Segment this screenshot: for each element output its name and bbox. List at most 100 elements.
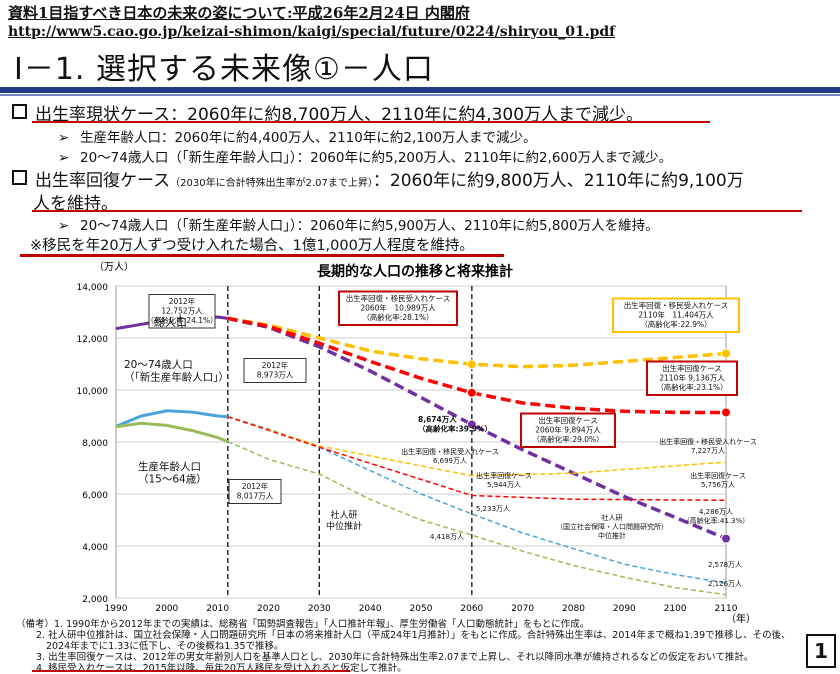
annotation-8674: （高齢化率:39.9%） <box>418 424 492 434</box>
bullet-current-case: 出生率現状ケース：2060年に約8,700万人、2110年に約4,300万人まで… <box>12 100 643 125</box>
source-url[interactable]: http://www5.cao.go.jp/keizai-shimon/kaig… <box>8 24 616 40</box>
x-tick-label: 2020 <box>257 604 280 614</box>
checkbox-square-icon <box>12 170 27 185</box>
annotation-imin-2110: 2110年 11,404万人 <box>638 310 714 320</box>
series-line <box>227 316 727 541</box>
annotation-2012-total-box <box>148 294 216 329</box>
y-tick-label: 2,000 <box>82 595 108 605</box>
annotation-kaifuku-2060: 出生率回復ケース <box>538 415 598 425</box>
x-tick-label: 2080 <box>562 604 585 614</box>
annotation-kaifuku-2060: 2060年 9,894万人 <box>535 425 601 435</box>
annotation-imin-2060: （高齢化率:28.1%） <box>362 312 433 322</box>
annotation-kaifuku-2110: （高齢化率:23.1%） <box>656 382 727 392</box>
annotation-2012-8017: 2012年 <box>242 481 269 491</box>
label-shajin-1: 社人研 <box>330 509 357 521</box>
x-tick-label: 2000 <box>155 604 178 614</box>
label-5756: 出生率回復ケース <box>690 471 746 480</box>
x-tick-label: 2030 <box>308 604 331 614</box>
underline-red <box>32 210 802 212</box>
source-line: 資料1目指すべき日本の未来の姿について:平成26年2月24日 内閣府 <box>8 4 470 22</box>
y-axis-label: （万人） <box>94 261 134 273</box>
label-7227: 7,227万人 <box>691 447 725 455</box>
label-4418: 4,418万人 <box>430 533 464 541</box>
annotation-2012-total: （高齢化率:24.1%） <box>146 315 217 325</box>
checkbox-square-icon <box>12 104 27 119</box>
label-working-age: 生産年齢人口 <box>138 460 201 473</box>
label-new-working-age-box <box>119 355 221 386</box>
label-shajin-2: 社人研 <box>602 513 623 522</box>
data-point <box>466 387 477 398</box>
annotation-2012-8973-box <box>243 358 307 383</box>
series-line <box>115 421 229 443</box>
label-shajin-2: 中位推計 <box>598 531 626 540</box>
underline-red <box>32 670 350 672</box>
label-new-working-age: 20～74歳人口 <box>124 359 193 371</box>
title-rule-thin <box>0 94 840 96</box>
annotation-kaifuku-2060-box <box>520 412 616 448</box>
sub-bullet: ➢ 生産年齢人口：2060年に約4,400万人、2110年に約2,100万人まで減… <box>58 130 537 146</box>
annotation-2012-total: 2012年 <box>169 296 196 306</box>
title-rule <box>0 87 840 93</box>
x-tick-label: 2070 <box>511 604 534 614</box>
label-new-working-age: （「新生産年齢人口」） <box>124 371 229 384</box>
annotation-imin-2060: 出生率回復・移民受入れケース <box>346 293 451 303</box>
x-tick-label: 2060 <box>460 604 483 614</box>
y-tick-label: 4,000 <box>82 543 108 553</box>
label-shajin-1: 中位推計 <box>326 520 362 532</box>
page-number: 1 <box>806 634 836 668</box>
x-tick-label: 2110 <box>715 604 738 614</box>
x-tick-label: 2040 <box>359 604 382 614</box>
annotation-2012-8017-box <box>228 479 282 504</box>
series-line <box>227 415 727 477</box>
series-line <box>227 415 727 584</box>
chart-title: 長期的な人口の推移と将来推計 <box>317 263 513 280</box>
arrow-icon: ➢ <box>58 150 70 166</box>
label-4286: 4,286万人 <box>699 508 733 516</box>
underline-red <box>32 121 710 123</box>
y-tick-label: 14,000 <box>77 283 109 293</box>
label-total-population: 総人口 <box>154 315 187 329</box>
arrow-icon: ➢ <box>58 218 70 234</box>
y-tick-label: 10,000 <box>77 387 109 397</box>
immigration-note: ※移民を年20万人ずつ受け入れた場合、1億1,000万人程度を維持。 <box>30 238 474 254</box>
annotation-kaifuku-2110: 2110年 9,136万人 <box>659 373 725 383</box>
leader-line <box>179 314 183 329</box>
label-shajin-2: （国立社会保障・人口問題研究所） <box>556 522 668 531</box>
series-line <box>227 415 727 502</box>
label-2126: 2,126万人 <box>708 580 742 588</box>
page-title: Ⅰ－1. 選択する未来像①－人口 <box>14 52 434 87</box>
x-tick-label: 2010 <box>206 604 229 614</box>
label-4286: （高齢化率:41.3%） <box>683 516 750 525</box>
label-working-age: （15～64歳） <box>138 474 207 486</box>
underline-red <box>20 254 504 257</box>
arrow-icon: ➢ <box>58 130 70 146</box>
sub-bullet: ➢ 20～74歳人口（「新生産年齢人口」）：2060年に約5,200万人、2110… <box>58 150 673 166</box>
population-chart: 長期的な人口の推移と将来推計 （万人） （年） 2,000 4,000 6,000 8… <box>77 261 757 625</box>
annotation-2012-8973: 8,973万人 <box>257 371 294 380</box>
annotation-imin-2060: 2060年 10,989万人 <box>360 303 436 313</box>
annotation-kaifuku-2110-box <box>646 360 738 396</box>
footnote: 2024年までに1.33に低下し、その後概ね1.35で推移。 <box>46 641 284 652</box>
annotation-kaifuku-2110: 出生率回復ケース <box>662 363 722 373</box>
y-tick-label: 6,000 <box>82 491 108 501</box>
label-7227: 出生率回復・移民受入れケース <box>659 437 757 446</box>
series-line <box>115 409 228 428</box>
annotation-8674: 8,674万人 <box>418 415 457 424</box>
label-6699: 出生率回復・移民受入れケース <box>401 447 499 456</box>
label-5944: 5,944万人 <box>487 481 521 489</box>
data-point <box>721 407 731 418</box>
annotation-2012-8973: 2012年 <box>262 360 289 370</box>
annotation-2012-total: 12,752万人 <box>161 307 203 316</box>
label-2578: 2,578万人 <box>708 561 742 569</box>
annotation-imin-2110: 出生率回復・移民受入れケース <box>624 300 729 310</box>
sub-bullet: ➢ 20～74歳人口（「新生産年齢人口」）：2060年に約5,900万人、2110… <box>58 218 659 234</box>
data-point <box>466 419 477 430</box>
data-point <box>721 533 731 544</box>
x-axis-label: （年） <box>726 612 756 625</box>
label-6699: 6,699万人 <box>433 457 467 465</box>
data-point <box>466 359 477 370</box>
data-point <box>721 348 731 359</box>
annotation-imin-2060-box <box>338 290 458 326</box>
annotation-2012-8017: 8,017万人 <box>237 492 274 501</box>
x-tick-label: 1990 <box>105 604 128 614</box>
